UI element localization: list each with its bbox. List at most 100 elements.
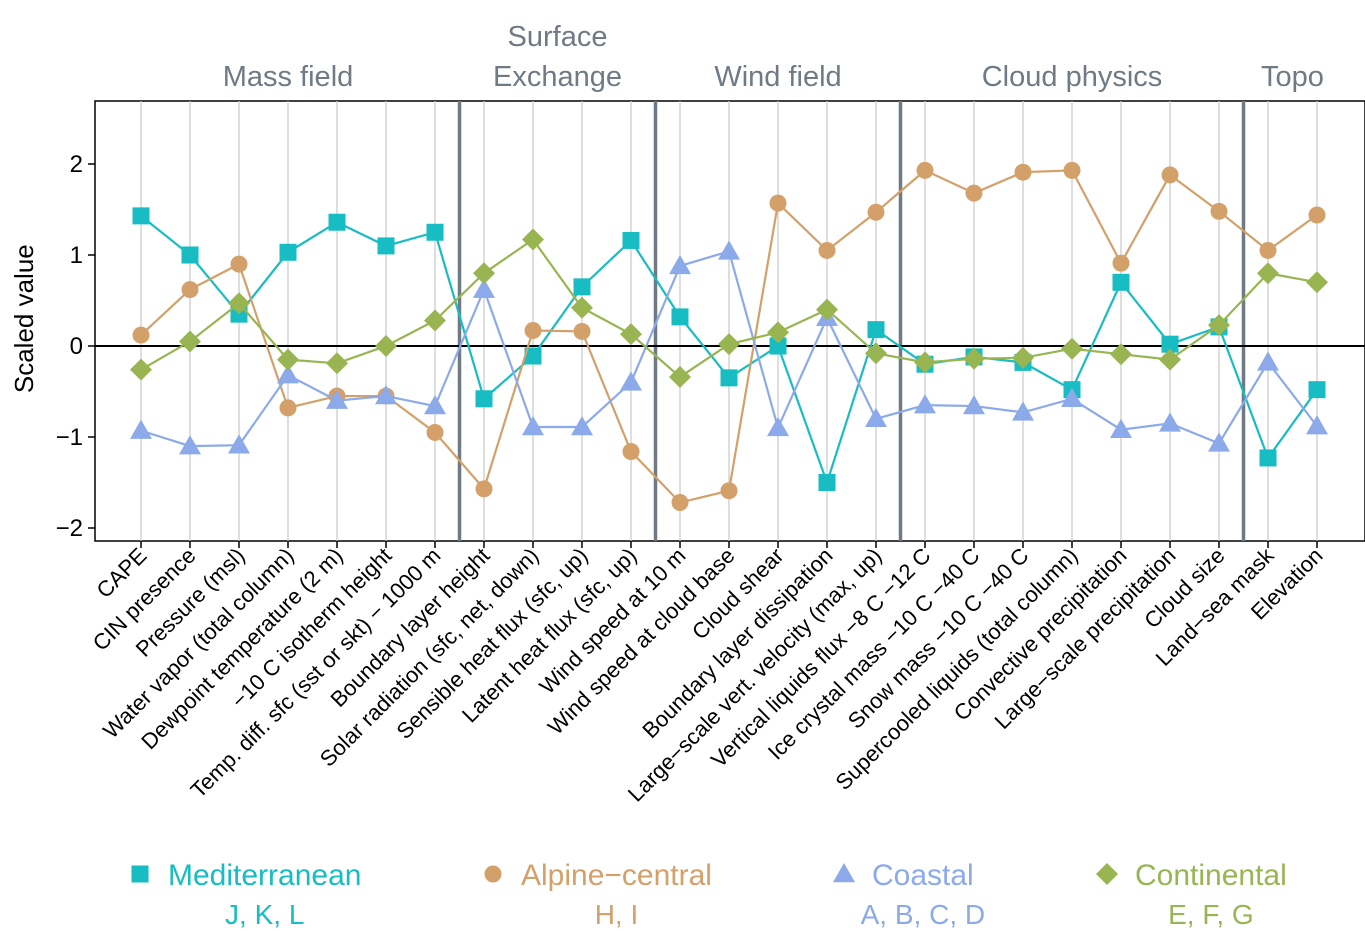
group-label: Wind field	[714, 61, 841, 93]
data-point	[426, 223, 444, 241]
data-point	[1110, 343, 1132, 366]
data-point	[179, 435, 201, 455]
legend-sublabel: H, I	[595, 899, 639, 930]
data-point	[426, 423, 444, 441]
data-point	[375, 385, 397, 405]
data-point	[1061, 337, 1083, 360]
x-grid	[140, 101, 1318, 541]
data-point	[1306, 271, 1328, 294]
data-point	[718, 333, 740, 356]
legend-sublabel: J, K, L	[225, 899, 304, 930]
legend-label: Alpine−central	[521, 859, 712, 892]
data-point	[622, 443, 640, 461]
data-point	[1210, 202, 1228, 220]
data-point	[181, 281, 199, 299]
group-label: Exchange	[493, 61, 622, 93]
data-point	[963, 395, 985, 415]
data-point	[277, 348, 299, 371]
data-point	[1014, 163, 1032, 181]
data-point	[1308, 206, 1326, 224]
data-point	[1161, 166, 1179, 184]
data-point	[767, 416, 789, 437]
data-point	[328, 213, 346, 231]
group-labels: Mass field Surface Exchange Wind field Cloud…	[223, 21, 1324, 93]
legend-label: Mediterranean	[168, 859, 361, 892]
data-point	[522, 228, 544, 251]
data-point	[524, 347, 542, 365]
data-point	[473, 278, 495, 298]
data-point	[914, 351, 936, 374]
legend-sublabel: E, F, G	[1168, 899, 1254, 930]
data-point	[230, 255, 248, 273]
data-point	[424, 309, 446, 332]
data-point	[769, 337, 787, 355]
data-point	[228, 292, 250, 315]
data-point	[865, 407, 887, 428]
data-point	[1259, 449, 1277, 467]
plot-frame	[94, 100, 1365, 542]
data-point	[571, 296, 593, 319]
group-separators	[457, 101, 1246, 541]
data-point	[1012, 401, 1034, 421]
data-point	[669, 254, 691, 275]
y-axis: −2 −1 0 1 2	[56, 151, 95, 542]
data-point	[1110, 418, 1132, 438]
y-tick-label: −2	[56, 515, 83, 542]
data-point	[1257, 262, 1279, 285]
data-point	[424, 395, 446, 415]
y-tick-label: 2	[70, 151, 83, 178]
data-point	[1208, 314, 1230, 337]
y-tick-label: −1	[56, 424, 83, 451]
data-point	[767, 321, 789, 344]
data-point	[1257, 351, 1279, 371]
data-point	[671, 308, 689, 326]
data-point	[818, 474, 836, 491]
data-point	[671, 494, 689, 512]
data-point	[1159, 348, 1181, 371]
data-point	[818, 241, 836, 259]
data-point	[622, 231, 640, 249]
data-point	[1112, 273, 1130, 291]
data-point	[1112, 254, 1130, 272]
series-coastal	[130, 240, 1328, 455]
data-point	[573, 278, 591, 296]
legend-marker	[131, 865, 149, 883]
data-point	[914, 394, 936, 414]
data-point	[181, 246, 199, 264]
data-point	[769, 194, 787, 212]
data-point	[571, 415, 593, 436]
data-point	[1208, 432, 1230, 452]
series-continental	[130, 228, 1328, 388]
data-point	[279, 399, 297, 417]
data-point	[132, 326, 150, 344]
data-point	[326, 389, 348, 409]
data-point	[377, 237, 395, 255]
legend-marker	[833, 863, 855, 883]
legend-marker	[484, 865, 502, 883]
data-point	[326, 352, 348, 375]
legend-sublabel: A, B, C, D	[861, 899, 985, 930]
data-point	[132, 207, 150, 225]
legend: Mediterranean J, K, L Alpine−central H, I Co…	[131, 859, 1287, 930]
data-point	[620, 323, 642, 346]
group-label: Mass field	[223, 61, 354, 93]
data-point	[524, 322, 542, 340]
group-label: Topo	[1261, 61, 1324, 93]
data-point	[916, 161, 934, 179]
group-label: Cloud physics	[982, 61, 1163, 93]
y-tick-label: 1	[70, 242, 83, 269]
data-point	[720, 369, 738, 387]
y-tick-label: 0	[70, 333, 83, 360]
data-point	[669, 365, 691, 388]
data-point	[1259, 241, 1277, 259]
data-point	[867, 203, 885, 221]
data-point	[573, 322, 591, 340]
data-point	[1061, 387, 1083, 408]
data-point	[1306, 415, 1328, 435]
y-axis-title: Scaled value	[9, 244, 39, 393]
series-mediterranean	[132, 207, 1326, 491]
data-point	[1308, 381, 1326, 399]
data-point	[522, 415, 544, 436]
